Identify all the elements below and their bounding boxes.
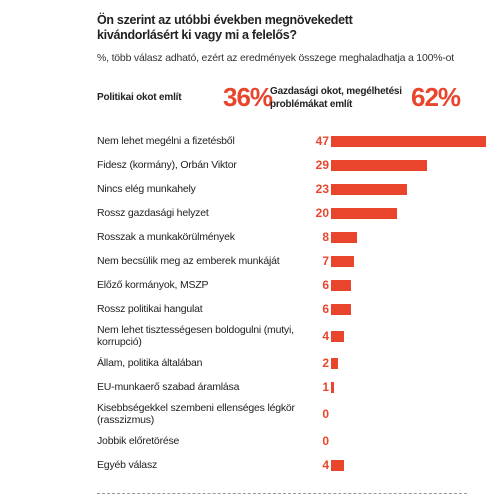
bar-row: Fidesz (kormány), Orbán Viktor 29 xyxy=(97,153,492,177)
bar xyxy=(331,303,351,315)
value-label: 47 xyxy=(315,134,329,148)
value-label: 0 xyxy=(322,434,329,448)
category-label: Állam, politika általában xyxy=(97,357,203,369)
annotation-value: 62% xyxy=(411,82,461,112)
bar xyxy=(331,381,335,393)
value-label: 20 xyxy=(315,206,329,220)
bar-row: EU-munkaerő szabad áramlása 1 xyxy=(97,375,492,399)
bar-row: Előző kormányok, MSZP 6 xyxy=(97,273,492,297)
chart-subtitle: %, több válasz adható, ezért az eredmény… xyxy=(97,52,455,64)
value-label: 7 xyxy=(322,254,329,268)
bar xyxy=(331,183,407,195)
value-label: 1 xyxy=(322,380,329,394)
bar-row: Egyéb válasz 4 xyxy=(97,453,492,477)
value-label: 4 xyxy=(322,329,329,343)
category-label: Nem lehet tisztességesen boldogulni (mut… xyxy=(97,324,294,348)
category-label: Fidesz (kormány), Orbán Viktor xyxy=(97,159,237,171)
value-label: 6 xyxy=(322,302,329,316)
annotation: Gazdasági okot, megélhetési problémákat … xyxy=(270,82,461,113)
bar xyxy=(331,135,487,147)
category-label: Rosszak a munkakörülmények xyxy=(97,231,235,243)
bar xyxy=(331,279,351,291)
bar-row: Nem lehet megélni a fizetésből 47 xyxy=(97,129,492,153)
bar-row: Nem becsülik meg az emberek munkáját 7 xyxy=(97,249,492,273)
annotation-text: Politikai okot említ xyxy=(97,92,182,103)
category-label: Jobbik előretörése xyxy=(97,435,180,447)
category-label: Egyéb válasz xyxy=(97,459,158,471)
bar-row: Állam, politika általában 2 xyxy=(97,351,492,375)
annotation-value: 36% xyxy=(223,82,273,112)
bar-row: Rossz gazdasági helyzet 20 xyxy=(97,201,492,225)
bar-row: Jobbik előretörése 0 xyxy=(97,429,492,453)
annotation-text: Gazdasági okot, megélhetési problémákat … xyxy=(270,85,402,110)
value-label: 29 xyxy=(315,158,329,172)
value-label: 8 xyxy=(322,230,329,244)
bar xyxy=(331,159,427,171)
bar-list: Nem lehet megélni a fizetésből 47 Fidesz (… xyxy=(97,129,492,477)
value-label: 2 xyxy=(322,356,329,370)
bar xyxy=(331,357,338,369)
value-label: 4 xyxy=(322,458,329,472)
chart-title: Ön szerint az utóbbi években megnövekede… xyxy=(97,13,353,42)
value-label: 23 xyxy=(315,182,329,196)
category-label: Előző kormányok, MSZP xyxy=(97,279,209,291)
divider xyxy=(97,493,467,494)
category-label: Kisebbségekkel szembeni ellenséges légkö… xyxy=(97,402,295,426)
bar xyxy=(331,459,345,471)
bar xyxy=(331,255,355,267)
bar-row: Kisebbségekkel szembeni ellenséges légkö… xyxy=(97,399,492,429)
bar-row: Rossz politikai hangulat 6 xyxy=(97,297,492,321)
annotation: Politikai okot említ 36% xyxy=(97,82,273,113)
category-label: Nincs elég munkahely xyxy=(97,183,196,195)
bar xyxy=(331,231,358,243)
bar xyxy=(331,330,345,342)
category-label: EU-munkaerő szabad áramlása xyxy=(97,381,240,393)
bar-row: Nincs elég munkahely 23 xyxy=(97,177,492,201)
category-label: Nem becsülik meg az emberek munkáját xyxy=(97,255,280,267)
category-label: Nem lehet megélni a fizetésből xyxy=(97,135,235,147)
category-label: Rossz politikai hangulat xyxy=(97,303,203,315)
bar xyxy=(331,207,397,219)
bar-row: Nem lehet tisztességesen boldogulni (mut… xyxy=(97,321,492,351)
bar-row: Rosszak a munkakörülmények 8 xyxy=(97,225,492,249)
value-label: 6 xyxy=(322,278,329,292)
category-label: Rossz gazdasági helyzet xyxy=(97,207,209,219)
value-label: 0 xyxy=(322,407,329,421)
